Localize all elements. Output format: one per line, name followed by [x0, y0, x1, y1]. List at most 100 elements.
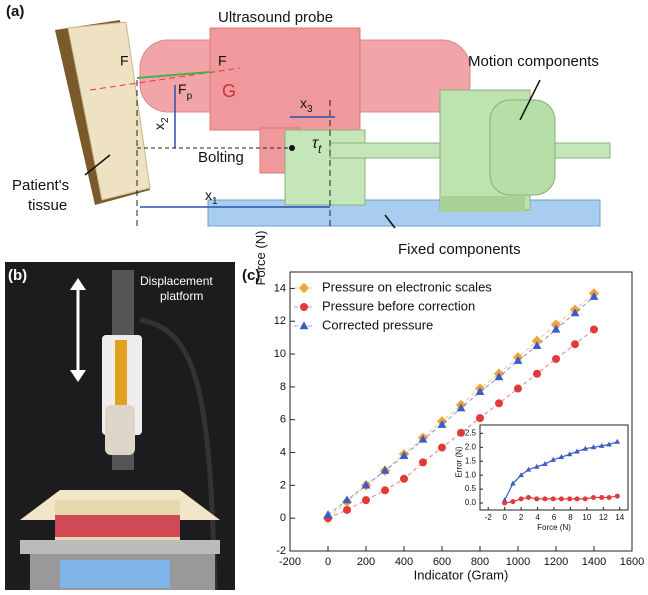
- diagram: (a) Ultrasound probe Motion components P…: [6, 3, 610, 258]
- x-axis-label: Indicator (Gram): [414, 567, 509, 582]
- symbol: F: [218, 53, 227, 69]
- y-axis-label: Error (N): [454, 446, 463, 477]
- symbol: x: [151, 123, 167, 130]
- marker: [533, 370, 541, 378]
- symbol: x: [300, 95, 307, 111]
- marker: [343, 506, 351, 514]
- subscript: 1: [212, 196, 218, 207]
- label: tissue: [28, 197, 67, 214]
- legend-label: Corrected pressure: [322, 317, 433, 332]
- marker: [583, 496, 588, 501]
- symbol: x1: [205, 187, 218, 207]
- marker: [362, 496, 370, 504]
- marker: [502, 501, 507, 506]
- x-tick-label: 1600: [620, 556, 644, 568]
- y-tick-label: 6: [280, 414, 286, 426]
- x-tick-label: 200: [357, 556, 375, 568]
- scale-display: [60, 560, 170, 588]
- label: Bolting: [198, 149, 244, 166]
- x-tick-label: 14: [615, 513, 624, 522]
- subscript: p: [187, 91, 193, 102]
- x-tick-label: 600: [433, 556, 451, 568]
- legend-label: Pressure before correction: [322, 298, 475, 313]
- legend-marker: [300, 303, 308, 311]
- page: {"panel_labels":["(a)","(b)","(c)"], "di…: [0, 0, 648, 595]
- panel-label: (a): [6, 3, 24, 20]
- panel-label: (b): [8, 267, 27, 284]
- marker: [457, 429, 465, 437]
- x-tick-label: 10: [582, 513, 591, 522]
- y-tick-label: 10: [274, 348, 286, 360]
- x-tick-label: 2: [519, 513, 524, 522]
- marker: [419, 458, 427, 466]
- marker: [615, 494, 620, 499]
- y-tick-label: 0.0: [465, 498, 477, 507]
- y-tick-label: 1.0: [465, 470, 477, 479]
- symbol: F: [178, 81, 187, 97]
- subscript: 2: [160, 117, 171, 123]
- marker: [381, 486, 389, 494]
- scale-plate: [20, 540, 220, 554]
- marker: [438, 444, 446, 452]
- y-tick-label: 0: [280, 512, 286, 524]
- marker: [551, 496, 556, 501]
- bolt-block: [285, 130, 365, 205]
- motor-foot: [440, 196, 525, 212]
- y-tick-label: 2: [280, 479, 286, 491]
- marker: [542, 496, 547, 501]
- marker: [591, 495, 596, 500]
- symbol: x: [205, 187, 212, 203]
- marker: [599, 495, 604, 500]
- marker: [519, 496, 524, 501]
- marker: [571, 340, 579, 348]
- probe: [105, 405, 135, 455]
- legend-label: Pressure on electronic scales: [322, 279, 492, 294]
- x-tick-label: 0: [502, 513, 507, 522]
- x-tick-label: 0: [325, 556, 331, 568]
- y-tick-label: 14: [274, 282, 286, 294]
- x-tick-label: -2: [485, 513, 493, 522]
- y-tick-label: 2.0: [465, 442, 477, 451]
- x-tick-label: 6: [552, 513, 557, 522]
- y-tick-label: -2: [276, 545, 286, 557]
- subscript: 3: [307, 104, 313, 115]
- x-tick-label: 400: [395, 556, 413, 568]
- marker: [559, 496, 564, 501]
- label: Patient's: [12, 177, 69, 194]
- marker: [476, 414, 484, 422]
- marker: [510, 499, 515, 504]
- x-tick-label: -200: [279, 556, 301, 568]
- photo-label: platform: [160, 289, 203, 303]
- y-tick-label: 4: [280, 446, 286, 458]
- x-tick-label: 1000: [506, 556, 530, 568]
- symbol: F: [120, 53, 129, 69]
- y-tick-label: 12: [274, 315, 286, 327]
- marker: [495, 399, 503, 407]
- y-tick-label: 0.5: [465, 484, 477, 493]
- y-axis-label: Force (N): [253, 231, 268, 286]
- y-tick-label: 8: [280, 381, 286, 393]
- photo: (b) Displacement platform: [5, 262, 235, 590]
- marker: [552, 355, 560, 363]
- x-tick-label: 1400: [582, 556, 606, 568]
- symbol: x2: [151, 117, 171, 130]
- pivot: [289, 145, 295, 151]
- marker: [607, 495, 612, 500]
- marker: [575, 496, 580, 501]
- x-tick-label: 4: [535, 513, 540, 522]
- symbol: G: [222, 81, 236, 101]
- marker: [526, 495, 531, 500]
- phantom-layer: [55, 515, 180, 537]
- marker: [534, 496, 539, 501]
- marker: [400, 475, 408, 483]
- fixed-base: [208, 200, 600, 226]
- label: Ultrasound probe: [218, 9, 333, 26]
- x-tick-label: 8: [568, 513, 573, 522]
- photo-label: Displacement: [140, 274, 213, 288]
- label: Fixed components: [398, 241, 521, 258]
- x-tick-label: 1200: [544, 556, 568, 568]
- x-tick-label: 800: [471, 556, 489, 568]
- marker: [567, 496, 572, 501]
- y-tick-label: 1.5: [465, 456, 477, 465]
- chart: -200 0 200 400 600 800 1000 1200 1400 1600 -2 0 2 4 6 8…: [253, 231, 644, 583]
